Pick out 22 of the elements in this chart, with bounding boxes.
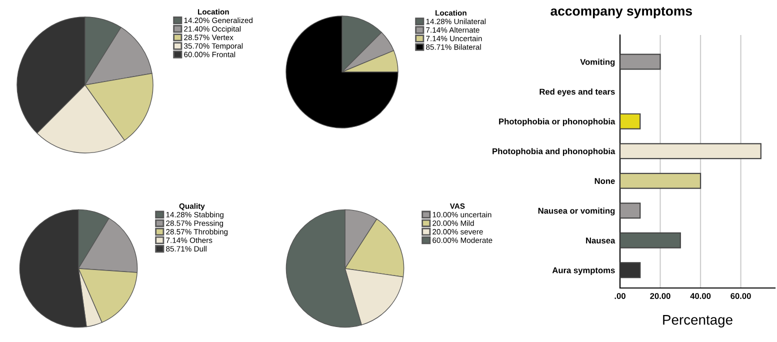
x-tick-label: .00 bbox=[614, 293, 626, 299]
x-tick-label: 40.00 bbox=[690, 293, 711, 299]
y-tick-label: None bbox=[594, 178, 615, 184]
y-tick-label: Nausea bbox=[586, 238, 616, 244]
x-axis-title: Percentage bbox=[663, 315, 732, 328]
bar bbox=[620, 262, 641, 278]
y-tick-label: Aura symptoms bbox=[552, 267, 615, 275]
chart-title: accompany symptoms bbox=[550, 6, 692, 18]
bar bbox=[620, 172, 702, 189]
bar bbox=[620, 143, 762, 160]
y-tick-label: Photophobia or phonophobia bbox=[499, 118, 616, 126]
y-tick-label: Photophobia and phonophobia bbox=[492, 148, 616, 156]
y-tick-label: Nausea or vomiting bbox=[538, 208, 615, 216]
bar bbox=[620, 54, 661, 70]
bar bbox=[620, 232, 681, 248]
y-tick-label: Red eyes and tears bbox=[540, 88, 615, 96]
bar bbox=[620, 113, 641, 130]
pie-slice bbox=[286, 16, 398, 128]
bar bbox=[620, 202, 641, 219]
x-tick-label: 60.00 bbox=[730, 293, 751, 299]
x-tick-label: 20.00 bbox=[650, 293, 670, 299]
y-tick-label: Vomiting bbox=[580, 58, 615, 67]
